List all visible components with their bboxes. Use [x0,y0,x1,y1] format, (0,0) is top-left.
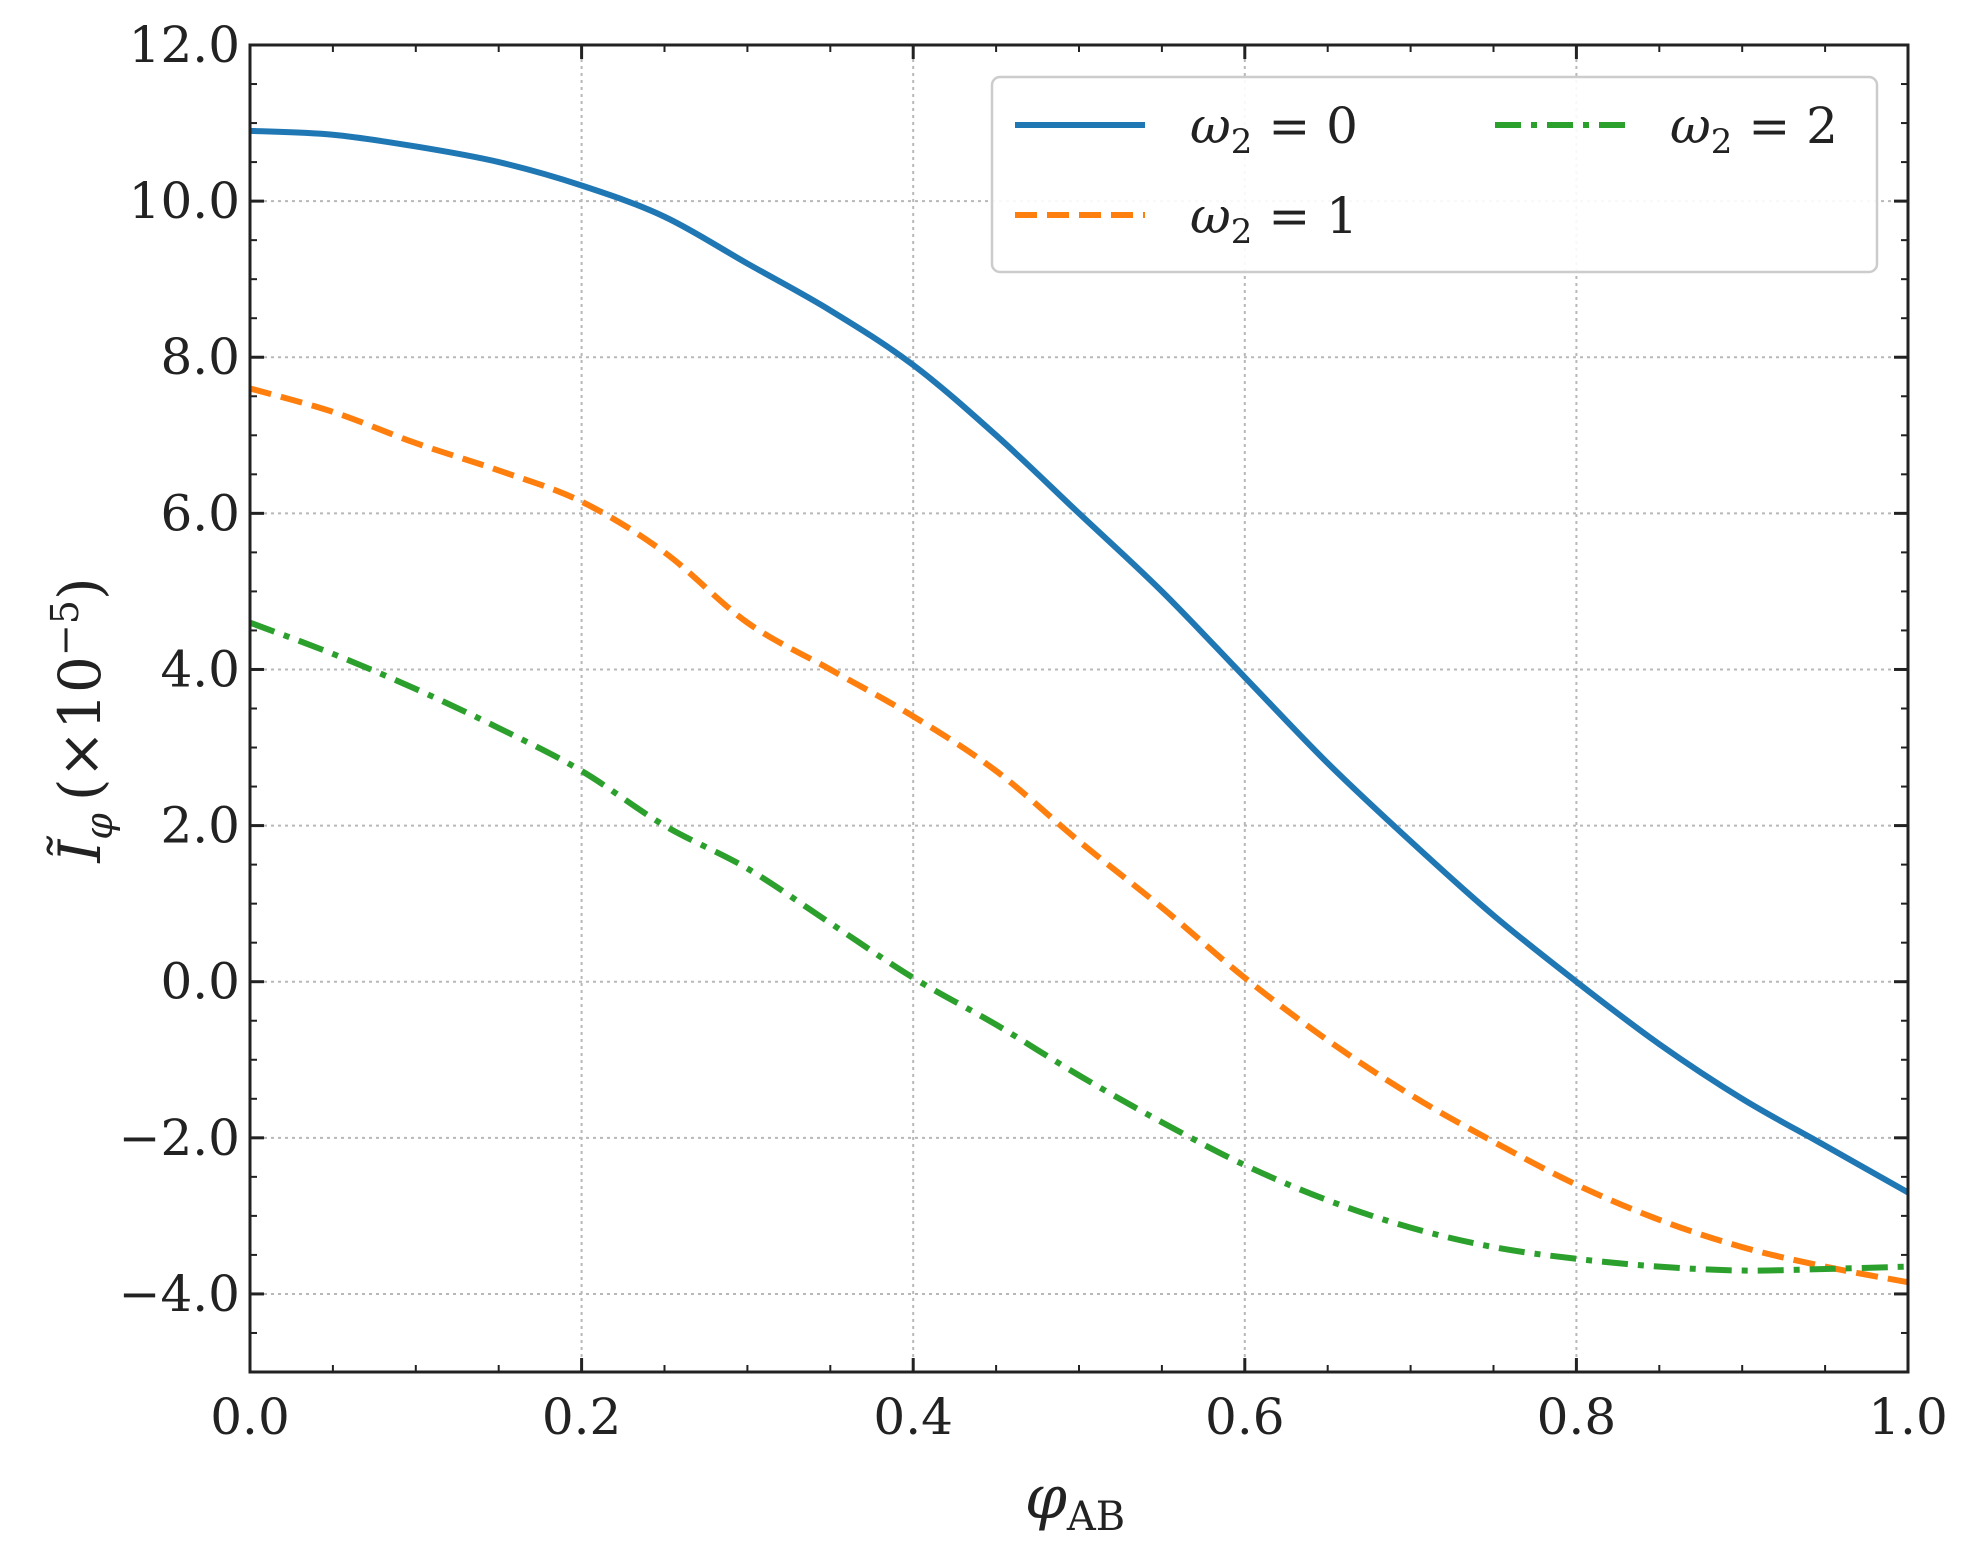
series-line-2 [250,619,1908,1274]
y-axis-label-subscript: φ [77,813,121,840]
legend-label-series-2-base: ω [1670,97,1711,155]
legend-label-series-1-rest: = 1 [1252,187,1358,245]
y-axis-label-main: Ĩ [46,836,114,864]
x-axis-label-subscript: AB [1066,1494,1125,1540]
legend-label-series-2: ω2 = 2 [1670,97,1838,162]
plot-series-group [250,127,1908,1286]
x-axis-label-main: φ [1025,1463,1067,1533]
legend-label-series-0-sub: 2 [1231,122,1253,162]
x-tick-label-3: 0.6 [1205,1388,1285,1446]
x-axis-label: φAB [1025,1463,1125,1540]
y-axis-label-scale: (×10 [46,656,114,801]
x-tick-label-5: 1.0 [1868,1388,1948,1446]
y-tick-label-8: 12.0 [129,16,240,74]
y-axis-label-exponent: −5 [43,600,87,656]
y-axis-label: Ĩφ (×10−5) [43,577,121,863]
legend-box [990,75,1879,274]
y-tick-label-3: 2.0 [160,797,240,855]
legend-label-series-1-base: ω [1190,187,1231,245]
legend-label-series-1: ω2 = 1 [1190,187,1358,252]
y-tick-label-6: 8.0 [160,328,240,386]
series-line-1 [250,385,1908,1286]
x-tick-label-1: 0.2 [542,1388,622,1446]
legend-label-series-1-sub: 2 [1231,212,1253,252]
legend-label-series-0-rest: = 0 [1252,97,1358,155]
y-tick-label-0: −4.0 [119,1265,240,1323]
y-tick-label-1: −2.0 [119,1109,240,1167]
legend-label-series-2-sub: 2 [1711,122,1733,162]
x-tick-label-2: 0.4 [873,1388,953,1446]
y-tick-label-4: 4.0 [160,640,240,698]
x-tick-label-0: 0.0 [210,1388,290,1446]
plot-frame [248,43,1910,1374]
legend-label-series-0-base: ω [1190,97,1231,155]
legend-label-series-2-rest: = 2 [1732,97,1838,155]
legend: ω2 = 0 ω2 = 1 ω2 = 2 [990,75,1879,274]
series-line-0 [250,127,1908,1196]
y-tick-label-2: 0.0 [160,953,240,1011]
y-axis-label-scale-close: ) [46,577,114,600]
tick-labels: 0.0 0.2 0.4 0.6 0.8 1.0 −4.0 −2.0 0.0 2.0 4.0 6.0 8.… [119,16,1948,1446]
x-tick-label-4: 0.8 [1537,1388,1617,1446]
y-tick-label-5: 6.0 [160,484,240,542]
y-tick-label-7: 10.0 [129,172,240,230]
legend-label-series-0: ω2 = 0 [1190,97,1358,162]
